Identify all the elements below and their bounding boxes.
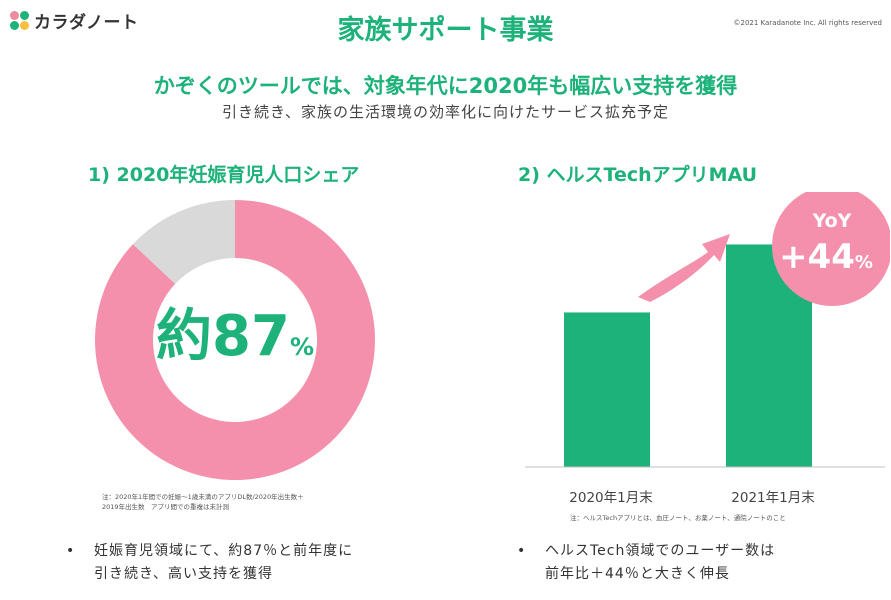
yoy-badge: [772, 192, 890, 306]
donut-chart: 約87%: [95, 200, 375, 480]
donut-note: 注：2020年1年間での妊娠～1歳未満のアプリDL数/2020年出生数＋ 201…: [102, 492, 304, 512]
bar-section-title: 2) ヘルスTechアプリMAU: [518, 164, 758, 186]
yoy-badge-value: +44%: [779, 237, 873, 277]
yoy-badge-unit: %: [855, 252, 873, 273]
bar-chart: YoY +44%: [525, 192, 890, 468]
bar-category-label-1: 2020年1月末: [569, 490, 653, 506]
left-bullet-line1: 妊娠育児領域にて、約87％と前年度に: [94, 543, 354, 559]
yoy-badge-label: YoY: [812, 210, 852, 232]
right-bullet: • ヘルスTech領域でのユーザー数は 前年比＋44％と大きく伸長: [517, 540, 775, 586]
page-title: 家族サポート事業: [337, 15, 554, 46]
donut-center-unit: %: [290, 333, 314, 361]
brand-name: カラダノート: [34, 13, 139, 33]
right-bullet-line2: 前年比＋44％と大きく伸長: [545, 566, 730, 582]
donut-note-line1: 注：2020年1年間での妊娠～1歳未満のアプリDL数/2020年出生数＋: [102, 493, 304, 501]
right-bullet-line1: ヘルスTech領域でのユーザー数は: [545, 543, 776, 559]
donut-center-label: 約87%: [156, 304, 314, 369]
bar-1: [564, 312, 650, 467]
subheadline: 引き続き、家族の生活環境の効率化に向けたサービス拡充予定: [222, 103, 669, 121]
copyright: ©2021 Karadanote Inc. All rights reserve…: [733, 19, 882, 27]
clover-icon: [10, 10, 30, 31]
bullet-dot: •: [66, 543, 76, 559]
donut-center-value: 約87: [156, 304, 290, 369]
bar-note: 注：ヘルスTechアプリとは、血圧ノート、お薬ノート、通院ノートのこと: [570, 514, 786, 522]
headline: かぞくのツールでは、対象年代に2020年も幅広い支持を獲得: [153, 74, 738, 98]
yoy-badge-number: +44: [779, 237, 855, 277]
donut-slices: [95, 200, 375, 480]
donut-slice-2: [132, 200, 235, 284]
left-bullet: • 妊娠育児領域にて、約87％と前年度に 引き続き、高い支持を獲得: [66, 540, 353, 586]
bullet-dot: •: [517, 543, 527, 559]
donut-note-line2: 2019年出生数 アプリ間での重複は未計測: [102, 503, 230, 511]
left-bullet-line2: 引き続き、高い支持を獲得: [94, 566, 274, 582]
donut-section-title: 1) 2020年妊娠育児人口シェア: [88, 164, 360, 186]
growth-arrow-icon: [638, 234, 730, 302]
bar-category-label-2: 2021年1月末: [731, 490, 815, 506]
brand-logo: カラダノート: [10, 8, 139, 33]
donut-slice-1: [95, 200, 375, 480]
